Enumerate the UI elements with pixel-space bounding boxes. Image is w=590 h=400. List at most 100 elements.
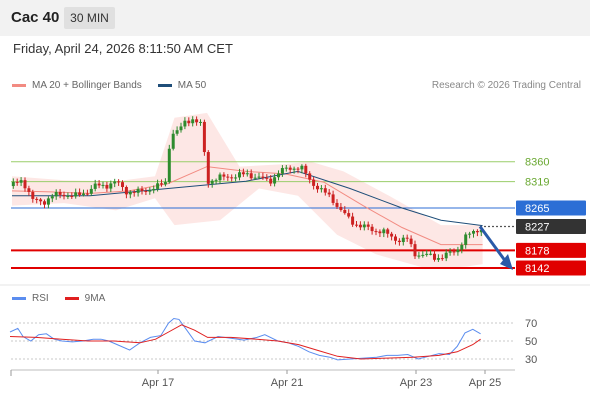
level-text-8360: 8360 bbox=[525, 157, 549, 169]
candle-body bbox=[323, 188, 327, 193]
candle-body bbox=[339, 206, 343, 210]
candle-body bbox=[105, 184, 109, 189]
candle-body bbox=[464, 234, 468, 245]
candle-body bbox=[358, 224, 362, 228]
candle bbox=[339, 203, 343, 212]
candle-body bbox=[175, 130, 179, 134]
candle bbox=[386, 227, 390, 238]
candle bbox=[475, 229, 479, 237]
candle bbox=[374, 228, 378, 236]
candle-body bbox=[199, 121, 202, 123]
candle bbox=[136, 186, 140, 197]
candle bbox=[187, 117, 191, 127]
candle-body bbox=[249, 173, 253, 179]
candle bbox=[199, 119, 202, 126]
candle bbox=[85, 189, 89, 196]
candle-body bbox=[46, 198, 50, 205]
candle-body bbox=[148, 190, 152, 192]
candle-body bbox=[167, 148, 171, 183]
candle-body bbox=[101, 184, 105, 186]
candle bbox=[66, 192, 70, 200]
candle-body bbox=[273, 177, 277, 184]
candle bbox=[362, 221, 366, 231]
level-text-8319: 8319 bbox=[525, 177, 549, 189]
candle bbox=[401, 234, 405, 246]
candle bbox=[468, 231, 472, 239]
candle-body bbox=[31, 191, 35, 199]
level-tag-8178 bbox=[516, 242, 586, 258]
candle bbox=[74, 188, 78, 199]
candle bbox=[444, 249, 448, 262]
candle-body bbox=[15, 181, 19, 183]
candle-body bbox=[210, 180, 214, 184]
legend-swatch-ma20 bbox=[12, 84, 26, 87]
candle-body bbox=[238, 172, 241, 178]
candle bbox=[323, 184, 327, 196]
candle bbox=[370, 224, 374, 235]
candle-body bbox=[378, 231, 382, 234]
datetime-label: Friday, April 24, 2026 8:11:50 AM CET bbox=[13, 41, 233, 56]
timeframe-button[interactable]: 30 MIN bbox=[64, 7, 115, 29]
candle bbox=[105, 181, 109, 192]
candle-body bbox=[113, 181, 117, 184]
candle bbox=[421, 251, 425, 258]
candle-body bbox=[456, 249, 460, 253]
legend-label-rsi: RSI bbox=[32, 293, 49, 304]
candle-body bbox=[74, 192, 78, 197]
candle-body bbox=[66, 195, 70, 197]
candle bbox=[117, 179, 121, 186]
candle-body bbox=[296, 168, 300, 170]
candle bbox=[167, 144, 171, 184]
candle-body bbox=[417, 255, 421, 257]
symbol-title: Cac 40 bbox=[11, 9, 60, 26]
candle-body bbox=[179, 126, 183, 131]
legend-swatch-9ma bbox=[64, 297, 79, 300]
candle-body bbox=[436, 258, 440, 260]
x-tick-label: Apr 21 bbox=[271, 377, 303, 389]
candle-body bbox=[121, 182, 124, 188]
candle-body bbox=[374, 231, 378, 233]
candle bbox=[358, 221, 362, 231]
candle bbox=[171, 129, 175, 151]
legend-item-ma50: MA 50 bbox=[157, 80, 206, 91]
level-label-8227: 8227 bbox=[516, 219, 586, 235]
candle-body bbox=[405, 237, 409, 239]
candle bbox=[284, 164, 288, 172]
candle bbox=[50, 193, 54, 203]
candle bbox=[97, 180, 101, 189]
candle-body bbox=[284, 167, 288, 169]
legend-item-9ma: 9MA bbox=[64, 293, 106, 304]
candle-body bbox=[472, 231, 475, 234]
candle bbox=[417, 251, 421, 259]
candle bbox=[35, 197, 39, 204]
candle bbox=[394, 234, 397, 245]
candle bbox=[390, 231, 394, 241]
candle-body bbox=[54, 192, 58, 197]
candle bbox=[31, 189, 35, 203]
candle-body bbox=[85, 193, 89, 195]
candle-body bbox=[277, 173, 280, 178]
level-text-8265: 8265 bbox=[525, 203, 549, 215]
candle-body bbox=[128, 191, 132, 195]
candle-body bbox=[444, 252, 448, 259]
candle-body bbox=[89, 188, 93, 194]
candle-body bbox=[413, 244, 417, 257]
candle bbox=[249, 169, 253, 181]
candle-body bbox=[62, 194, 66, 197]
candle bbox=[316, 182, 319, 193]
candle bbox=[113, 178, 117, 188]
candle-body bbox=[370, 226, 374, 232]
candle-body bbox=[226, 176, 230, 178]
candle-body bbox=[288, 167, 292, 170]
candle bbox=[183, 117, 187, 130]
candle bbox=[121, 180, 124, 191]
candle bbox=[448, 248, 452, 256]
candle-body bbox=[234, 177, 238, 179]
candle-body bbox=[452, 251, 456, 253]
legend-label-9ma: 9MA bbox=[84, 293, 106, 304]
candle bbox=[124, 185, 128, 199]
candle-body bbox=[460, 244, 464, 250]
candle-body bbox=[43, 201, 46, 205]
candle-body bbox=[304, 165, 308, 174]
candle bbox=[288, 165, 292, 174]
